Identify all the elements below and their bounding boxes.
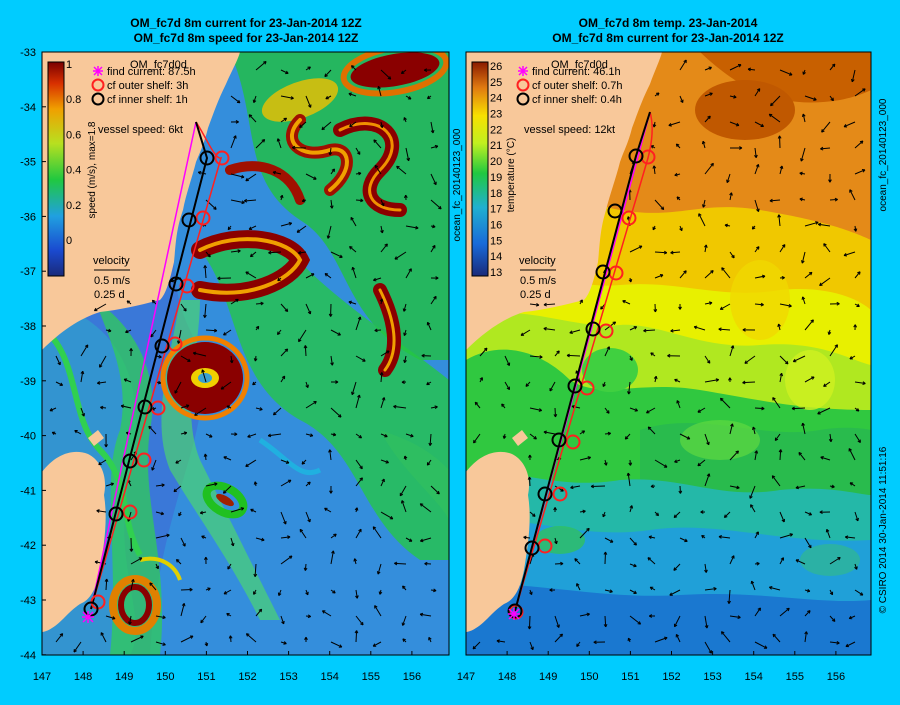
x-tick-label: 154 xyxy=(321,671,339,683)
y-tick-label: -42 xyxy=(20,540,36,552)
left-colorbar-label: speed (m/s), max=1.8 xyxy=(87,121,98,218)
right-velocity-scale-2: 0.25 d xyxy=(520,289,551,301)
right-colorbar xyxy=(472,62,488,276)
y-tick-label: -36 xyxy=(20,211,36,223)
left-title-line1: OM_fc7d 8m current for 23-Jan-2014 12Z xyxy=(130,16,361,30)
y-tick-label: -33 xyxy=(20,47,36,59)
colorbar-tick-label: 17 xyxy=(490,204,502,216)
x-tick-label: 148 xyxy=(74,671,92,683)
x-tick-label: 151 xyxy=(621,671,639,683)
x-tick-label: 147 xyxy=(33,671,51,683)
x-tick-label: 152 xyxy=(662,671,680,683)
legend-item-text: cf inner shelf: 0.4h xyxy=(532,94,622,106)
x-tick-label: 156 xyxy=(827,671,845,683)
y-tick-label: -34 xyxy=(20,102,36,114)
find-current-star-icon xyxy=(82,611,94,623)
y-tick-label: -41 xyxy=(20,485,36,497)
left-vessel-speed: vessel speed: 6kt xyxy=(98,124,183,136)
find-current-star-icon xyxy=(508,608,520,620)
y-tick-label: -44 xyxy=(20,650,36,662)
colorbar-tick-label: 22 xyxy=(490,124,502,136)
legend-star-icon xyxy=(518,66,528,76)
colorbar-tick-label: 0.6 xyxy=(66,129,81,141)
right-legend: find current: 46.1h cf outer shelf: 0.7h c… xyxy=(518,66,623,106)
x-tick-label: 150 xyxy=(156,671,174,683)
colorbar-tick-label: 13 xyxy=(490,267,502,279)
colorbar-tick-label: 25 xyxy=(490,77,502,89)
x-tick-label: 151 xyxy=(197,671,215,683)
y-tick-label: -43 xyxy=(20,595,36,607)
legend-item-text: cf outer shelf: 3h xyxy=(107,80,188,92)
colorbar-tick-label: 19 xyxy=(490,172,502,184)
right-map xyxy=(466,52,871,655)
left-velocity-scale-2: 0.25 d xyxy=(94,289,125,301)
right-title-line1: OM_fc7d 8m temp. 23-Jan-2014 xyxy=(579,16,758,30)
colorbar-tick-label: 0.8 xyxy=(66,94,81,106)
colorbar-tick-label: 1 xyxy=(66,59,72,71)
colorbar-tick-label: 14 xyxy=(490,251,502,263)
colorbar-tick-label: 0.4 xyxy=(66,165,81,177)
y-tick-label: -35 xyxy=(20,157,36,169)
x-tick-label: 154 xyxy=(745,671,763,683)
legend-star-icon xyxy=(93,66,103,76)
left-x-axis-ticks: 147 148 149 150 151 152 153 154 155 156 xyxy=(33,651,421,683)
colorbar-tick-label: 26 xyxy=(490,61,502,73)
right-colorbar-label: temperature (°C) xyxy=(506,138,517,213)
right-side-text-top: ocean_fc_20140123_000 xyxy=(878,98,889,211)
colorbar-tick-label: 0 xyxy=(66,235,72,247)
x-tick-label: 150 xyxy=(580,671,598,683)
x-tick-label: 156 xyxy=(403,671,421,683)
colorbar-tick-label: 23 xyxy=(490,109,502,121)
colorbar-tick-label: 20 xyxy=(490,156,502,168)
colorbar-tick-label: 21 xyxy=(490,140,502,152)
x-tick-label: 155 xyxy=(786,671,804,683)
left-side-text: ocean_fc_20140123_000 xyxy=(452,128,463,241)
legend-item-text: cf outer shelf: 0.7h xyxy=(532,80,623,92)
colorbar-tick-label: 16 xyxy=(490,219,502,231)
right-side-text-bottom: © CSIRO 2014 30-Jan-2014 11:51:16 xyxy=(878,446,889,613)
y-tick-label: -40 xyxy=(20,431,36,443)
x-tick-label: 155 xyxy=(362,671,380,683)
right-velocity-label: velocity xyxy=(519,255,556,267)
colorbar-tick-label: 0.2 xyxy=(66,200,81,212)
left-title-line2: OM_fc7d 8m speed for 23-Jan-2014 12Z xyxy=(134,31,359,45)
right-x-axis-ticks: 147 148 149 150 151 152 153 154 155 156 xyxy=(457,651,845,683)
y-tick-label: -39 xyxy=(20,376,36,388)
x-tick-label: 147 xyxy=(457,671,475,683)
colorbar-tick-label: 15 xyxy=(490,235,502,247)
x-tick-label: 153 xyxy=(279,671,297,683)
left-legend: find current: 87.5h cf outer shelf: 3h cf … xyxy=(93,66,196,106)
legend-item-text: find current: 87.5h xyxy=(107,66,196,78)
left-velocity-scale-1: 0.5 m/s xyxy=(94,275,131,287)
y-tick-label: -37 xyxy=(20,266,36,278)
legend-item-text: find current: 46.1h xyxy=(532,66,621,78)
x-tick-label: 152 xyxy=(238,671,256,683)
y-tick-label: -38 xyxy=(20,321,36,333)
legend-item-text: cf inner shelf: 1h xyxy=(107,94,188,106)
right-velocity-scale-1: 0.5 m/s xyxy=(520,275,557,287)
x-tick-label: 153 xyxy=(703,671,721,683)
x-tick-label: 149 xyxy=(539,671,557,683)
left-colorbar xyxy=(48,62,64,276)
right-title-line2: OM_fc7d 8m current for 23-Jan-2014 12Z xyxy=(552,31,783,45)
x-tick-label: 149 xyxy=(115,671,133,683)
colorbar-tick-label: 18 xyxy=(490,188,502,200)
left-velocity-label: velocity xyxy=(93,255,130,267)
colorbar-tick-label: 24 xyxy=(490,93,502,105)
right-vessel-speed: vessel speed: 12kt xyxy=(524,124,615,136)
x-tick-label: 148 xyxy=(498,671,516,683)
